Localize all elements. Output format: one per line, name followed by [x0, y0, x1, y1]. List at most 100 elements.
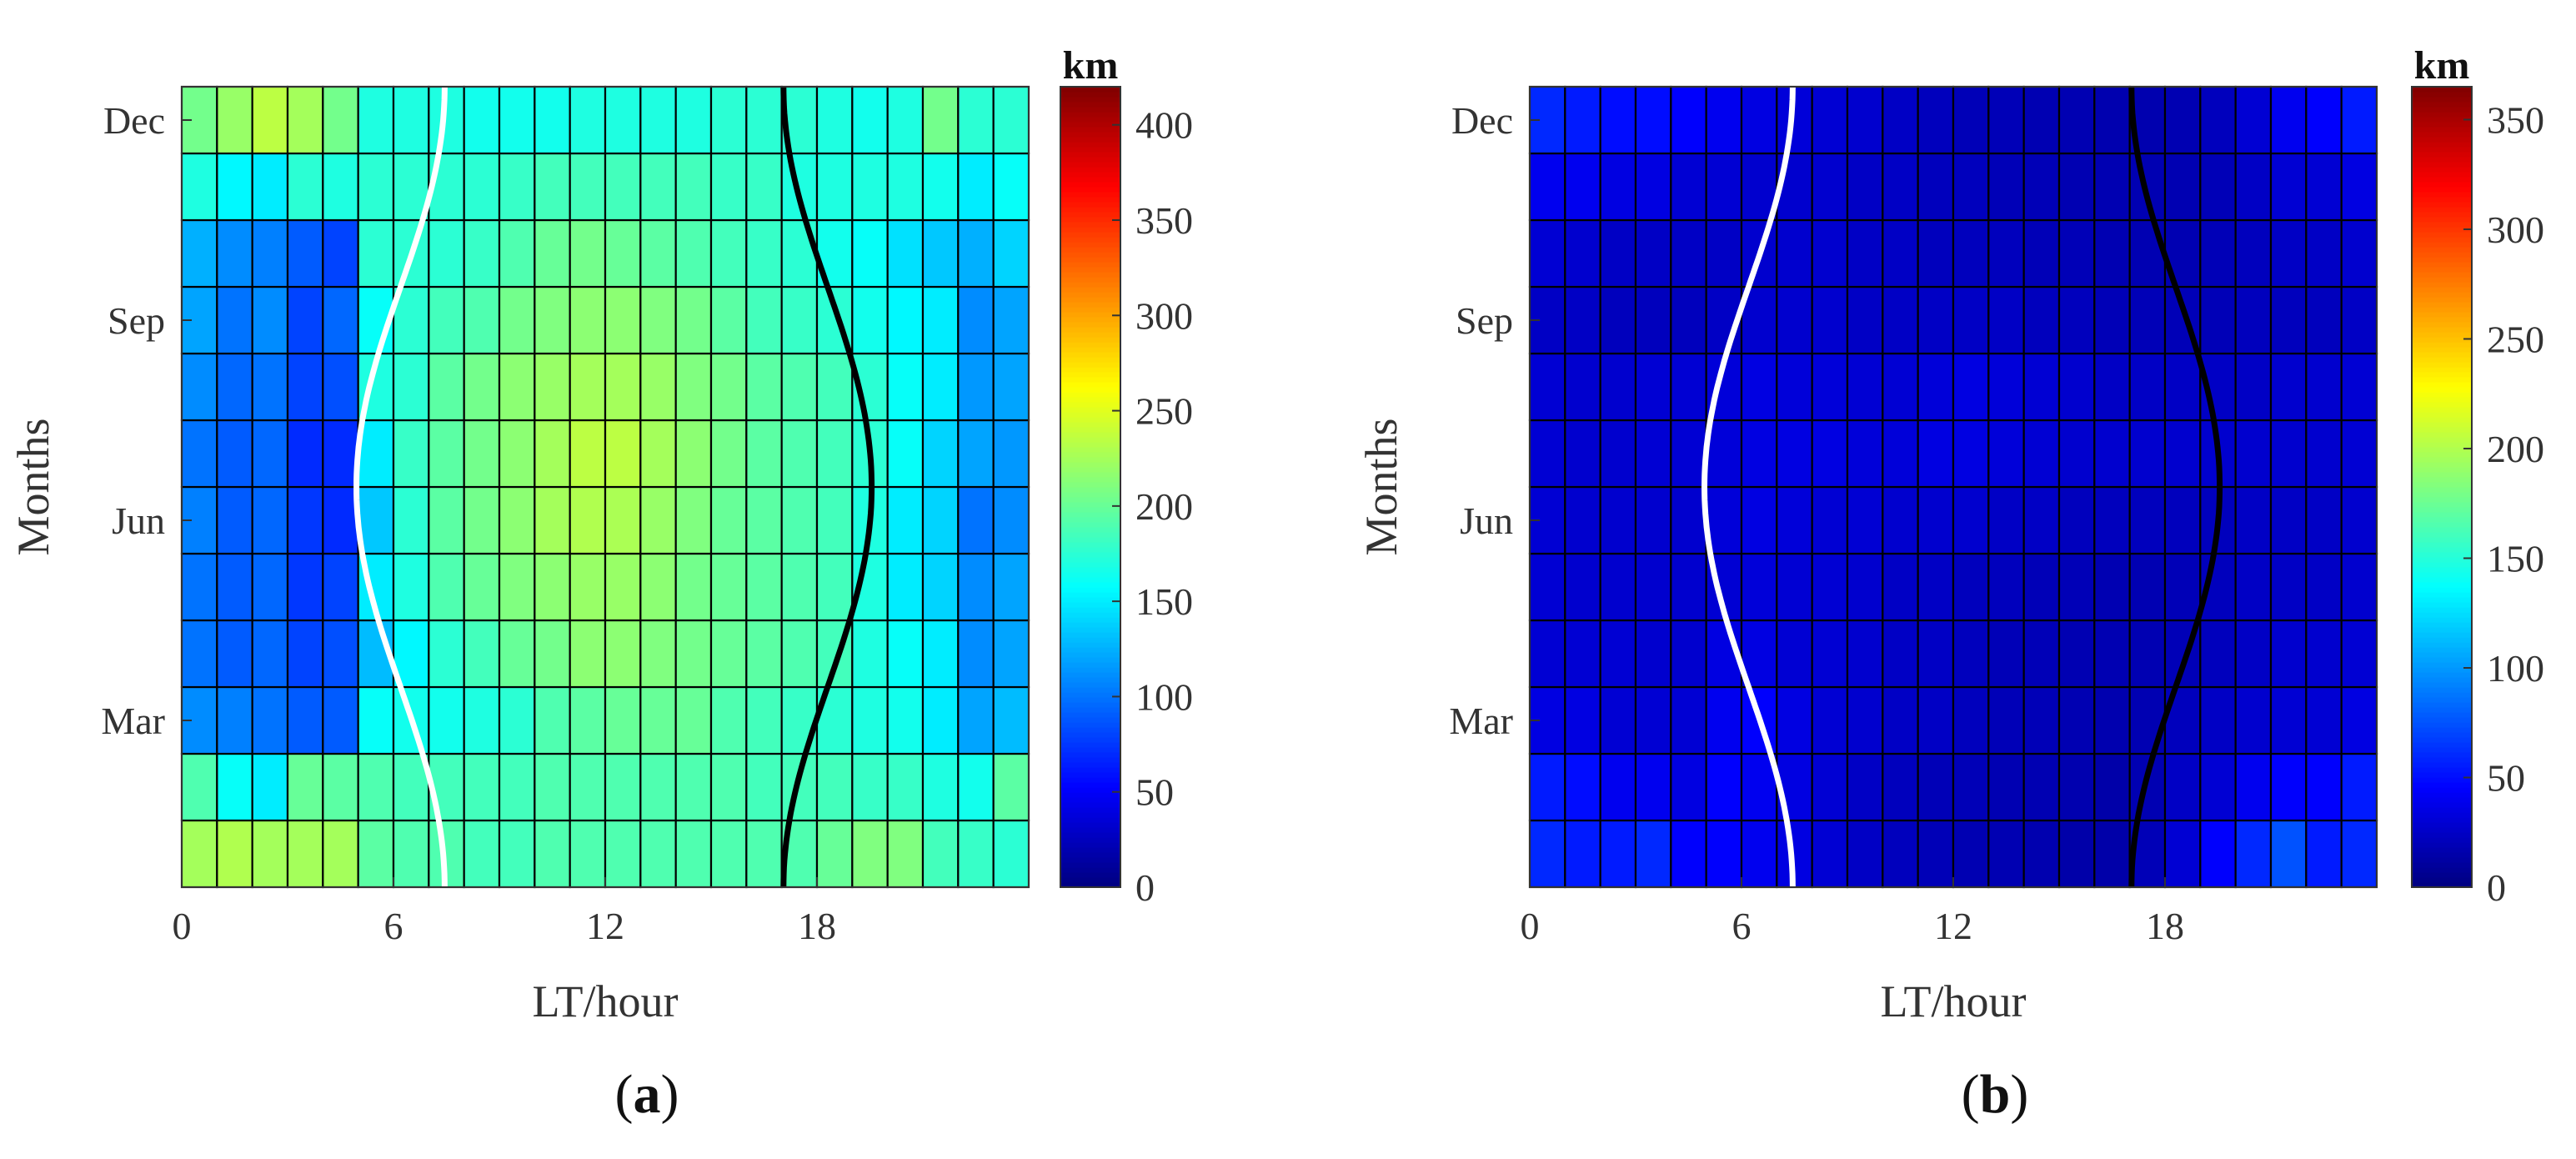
heatmap-cell — [286, 85, 324, 155]
heatmap-cell — [639, 352, 677, 422]
heatmap-cell — [216, 619, 253, 689]
colorbar-segment — [1060, 417, 1120, 423]
colorbar-segment — [2412, 342, 2472, 348]
heatmap-cell — [1811, 752, 1849, 822]
heatmap-cell — [2269, 85, 2308, 155]
heatmap-cell — [2305, 485, 2343, 555]
colorbar-segment — [1060, 882, 1120, 888]
heatmap-cell — [1564, 85, 1601, 155]
colorbar-segment — [1060, 342, 1120, 348]
heatmap-cell — [2340, 685, 2378, 755]
colorbar-segment — [2412, 302, 2472, 308]
x-tick-label: 6 — [384, 905, 403, 947]
colorbar-segment — [2412, 197, 2472, 203]
heatmap-cell — [1670, 819, 1707, 889]
heatmap-cell — [463, 752, 501, 822]
panel-label-open: ( — [1962, 1064, 1980, 1125]
colorbar-segment — [1060, 142, 1120, 148]
colorbar-segment — [1060, 812, 1120, 818]
heatmap-cell — [322, 552, 359, 622]
heatmap-cell — [2234, 152, 2273, 222]
heatmap-cell — [2022, 819, 2061, 889]
heatmap-cell — [180, 552, 218, 622]
heatmap-cell — [1599, 285, 1637, 355]
colorbar-segment — [1060, 282, 1120, 288]
colorbar-segment — [1060, 362, 1120, 368]
heatmap-cell — [498, 152, 536, 222]
heatmap-cell — [957, 419, 995, 489]
colorbar-segment — [1060, 797, 1120, 803]
heatmap-cell — [463, 685, 501, 755]
heatmap-cell — [674, 285, 713, 355]
heatmap-cell — [286, 819, 324, 889]
colorbar-segment — [2412, 437, 2472, 443]
colorbar-segment — [2412, 257, 2472, 263]
colorbar-segment — [1060, 587, 1120, 593]
heatmap-cell — [1599, 218, 1637, 288]
heatmap-cell — [2163, 152, 2202, 222]
heatmap-cell — [2163, 752, 2202, 822]
heatmap-cell — [534, 685, 571, 755]
heatmap-cell — [2128, 285, 2167, 355]
colorbar-segment — [2412, 617, 2472, 623]
colorbar-tick-label: 200 — [2487, 428, 2544, 470]
heatmap-cell — [639, 685, 677, 755]
colorbar-segment — [1060, 762, 1120, 768]
heatmap-cell — [992, 619, 1030, 689]
heatmap-cell — [957, 485, 995, 555]
heatmap-cell — [2093, 819, 2131, 889]
heatmap-cell — [463, 485, 501, 555]
heatmap-cell — [357, 752, 395, 822]
heatmap-cell — [2057, 819, 2096, 889]
heatmap-cell — [2057, 619, 2096, 689]
colorbar-segment — [1060, 847, 1120, 853]
heatmap-cell — [1846, 285, 1884, 355]
heatmap-cell — [534, 218, 571, 288]
colorbar-segment — [1060, 672, 1120, 678]
heatmap-cell — [2234, 619, 2273, 689]
heatmap-cell — [604, 352, 642, 422]
colorbar-segment — [2412, 732, 2472, 738]
heatmap-cell — [2234, 819, 2273, 889]
heatmap-cell — [2234, 85, 2273, 155]
panel-label-letter: b — [1980, 1064, 2011, 1125]
heatmap-cell — [251, 285, 289, 355]
heatmap-cell — [604, 152, 642, 222]
colorbar-segment — [2412, 852, 2472, 858]
heatmap-cell — [639, 752, 677, 822]
colorbar-segment — [2412, 237, 2472, 243]
colorbar-segment — [1060, 837, 1120, 843]
colorbar-segment — [2412, 822, 2472, 828]
colorbar-segment — [2412, 517, 2472, 523]
heatmap-cell — [921, 85, 960, 155]
heatmap-cell — [2128, 552, 2167, 622]
colorbar-segment — [2412, 597, 2472, 603]
heatmap-cell — [463, 552, 501, 622]
heatmap-cell — [2163, 819, 2202, 889]
colorbar-segment — [2412, 432, 2472, 438]
heatmap-cell — [709, 819, 748, 889]
heatmap-cell — [851, 152, 889, 222]
heatmap-cell — [2163, 352, 2202, 422]
colorbar-segment — [1060, 607, 1120, 613]
colorbar-segment — [2412, 702, 2472, 708]
colorbar-tick-label: 300 — [2487, 208, 2544, 251]
colorbar-segment — [1060, 122, 1120, 128]
colorbar-segment — [2412, 412, 2472, 418]
sunset-line — [780, 86, 875, 888]
heatmap-cell — [534, 419, 571, 489]
colorbar-tick-label: 150 — [1135, 580, 1193, 623]
heatmap-cell — [180, 152, 218, 222]
colorbar-segment — [2412, 567, 2472, 573]
colorbar-segment — [1060, 237, 1120, 243]
colorbar-segment — [1060, 182, 1120, 188]
heatmap-cell — [2269, 752, 2308, 822]
colorbar-segment — [1060, 497, 1120, 503]
heatmap-cell — [251, 419, 289, 489]
heatmap-cell — [569, 352, 607, 422]
heatmap-cell — [674, 152, 713, 222]
heatmap-cell — [1987, 85, 2025, 155]
colorbar-segment — [2412, 247, 2472, 253]
heatmap-cell — [180, 752, 218, 822]
heatmap-cell — [1882, 419, 1919, 489]
